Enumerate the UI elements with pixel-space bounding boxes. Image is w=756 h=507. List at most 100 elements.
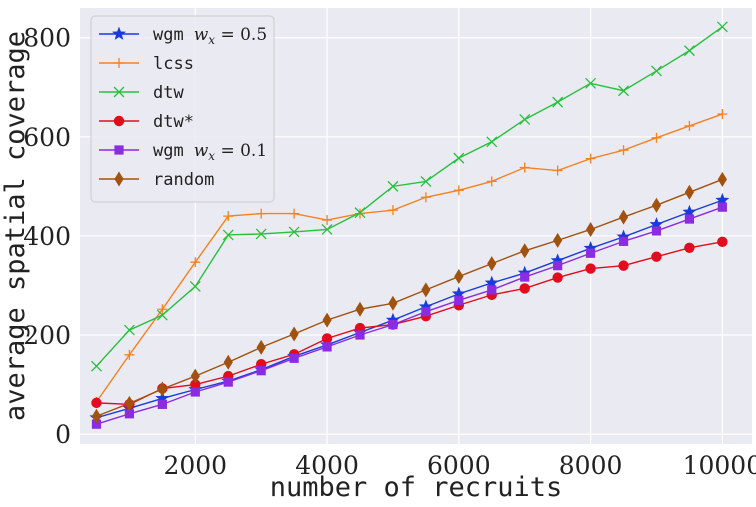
data-point bbox=[651, 251, 662, 262]
legend-math-subscript: x bbox=[208, 33, 215, 47]
data-point bbox=[256, 208, 267, 219]
data-point bbox=[585, 248, 596, 258]
data-point bbox=[585, 153, 596, 164]
data-point bbox=[190, 257, 201, 268]
legend-item: dtw bbox=[99, 83, 184, 103]
data-point bbox=[289, 208, 300, 219]
legend-item: wgm wx = 0.5 bbox=[99, 25, 267, 47]
y-tick-label: 800 bbox=[23, 24, 71, 53]
legend-marker bbox=[113, 86, 125, 98]
data-point bbox=[454, 269, 464, 285]
data-point bbox=[585, 221, 596, 237]
data-point bbox=[585, 263, 596, 274]
series-line bbox=[95, 26, 723, 367]
data-point bbox=[289, 326, 299, 342]
series-line bbox=[96, 241, 723, 406]
data-point bbox=[256, 339, 266, 355]
data-point bbox=[684, 184, 695, 200]
data-point bbox=[454, 295, 464, 305]
legend-math-symbol: w bbox=[194, 141, 209, 161]
legend-code-text: dtw bbox=[153, 83, 184, 103]
data-point bbox=[91, 397, 102, 409]
legend-label: wgm wx = 0.5 bbox=[153, 25, 267, 47]
data-point bbox=[421, 282, 431, 298]
data-point bbox=[486, 176, 497, 187]
data-point bbox=[91, 419, 102, 429]
data-point bbox=[519, 162, 530, 173]
data-point bbox=[618, 260, 629, 271]
legend-item: wgm wx = 0.1 bbox=[99, 141, 267, 163]
data-point bbox=[684, 120, 695, 131]
data-point bbox=[553, 261, 563, 271]
data-point bbox=[684, 214, 695, 224]
data-point bbox=[453, 185, 464, 196]
legend-code-text: wgm bbox=[153, 141, 184, 161]
data-point bbox=[355, 301, 365, 317]
data-point bbox=[618, 236, 629, 246]
data-point bbox=[255, 228, 267, 240]
legend-label: dtw bbox=[153, 83, 184, 103]
data-point bbox=[223, 377, 233, 387]
legend-math-value: = 0.5 bbox=[215, 25, 267, 45]
data-point bbox=[223, 211, 234, 222]
legend-marker bbox=[112, 26, 126, 40]
legend-marker bbox=[114, 171, 124, 187]
data-point bbox=[157, 381, 167, 397]
x-tick-label: 2000 bbox=[163, 451, 227, 480]
data-point bbox=[651, 197, 662, 213]
data-point bbox=[618, 85, 629, 97]
legend-label: wgm wx = 0.1 bbox=[153, 141, 267, 163]
data-point bbox=[322, 312, 332, 328]
data-point bbox=[651, 132, 662, 143]
data-point bbox=[190, 379, 201, 390]
legend-code-text: wgm bbox=[153, 25, 184, 45]
data-point bbox=[421, 307, 431, 317]
series-line bbox=[95, 113, 723, 403]
x-tick-label: 10000 bbox=[683, 451, 756, 480]
x-tick-label: 4000 bbox=[295, 451, 359, 480]
legend-math-subscript: x bbox=[208, 149, 215, 163]
data-point bbox=[123, 324, 135, 336]
tick-labels: 2000 4000 6000 8000 10000 0 200 400 600 800 bbox=[23, 24, 756, 480]
x-tick-label: 6000 bbox=[427, 451, 491, 480]
legend-label: random bbox=[153, 170, 214, 190]
legend-label: lcss bbox=[153, 54, 194, 74]
data-point bbox=[91, 360, 102, 372]
data-point bbox=[552, 96, 564, 108]
y-tick-label: 200 bbox=[23, 321, 71, 350]
data-point bbox=[552, 165, 563, 176]
data-point bbox=[289, 353, 299, 363]
data-point bbox=[288, 226, 300, 238]
data-point bbox=[222, 229, 234, 241]
data-point bbox=[355, 330, 365, 340]
data-point bbox=[453, 152, 465, 164]
data-point bbox=[256, 366, 266, 376]
data-point bbox=[684, 242, 695, 253]
series-lcss-1 bbox=[91, 109, 728, 407]
data-point bbox=[717, 202, 727, 212]
data-point bbox=[91, 408, 102, 424]
series-line bbox=[96, 206, 723, 425]
data-point bbox=[190, 387, 200, 397]
data-point bbox=[124, 349, 135, 360]
series-wgm-4 bbox=[91, 202, 727, 429]
x-axis-label: number of recruits bbox=[270, 472, 563, 503]
data-point bbox=[321, 333, 333, 344]
legend-item: lcss bbox=[99, 54, 194, 74]
y-tick-label: 0 bbox=[55, 420, 71, 449]
legend-math-value: = 0.1 bbox=[215, 141, 267, 161]
data-point bbox=[651, 226, 662, 236]
data-point bbox=[157, 399, 167, 409]
data-point bbox=[322, 215, 333, 226]
data-point bbox=[486, 136, 498, 148]
data-point bbox=[717, 171, 727, 187]
data-point bbox=[124, 409, 135, 419]
data-point bbox=[618, 209, 629, 225]
data-point bbox=[717, 236, 728, 248]
data-point bbox=[519, 114, 531, 125]
series-line bbox=[96, 178, 723, 417]
legend-marker bbox=[114, 58, 124, 68]
data-point bbox=[321, 224, 333, 235]
data-point bbox=[519, 283, 530, 294]
